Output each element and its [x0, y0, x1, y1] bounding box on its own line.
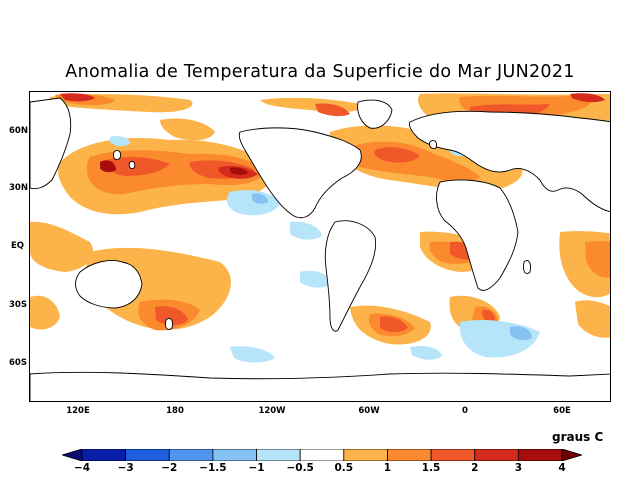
colorbar-bin — [387, 449, 432, 461]
colorbar-tick-label: 0.5 — [334, 462, 354, 474]
colorbar-bin — [256, 449, 301, 461]
lon-label-60e: 60E — [553, 406, 571, 416]
colorbar-tick-label: −1 — [248, 462, 265, 474]
colorbar-tick-label: 3 — [514, 462, 523, 474]
colorbar-tick-label: 2 — [471, 462, 479, 474]
colorbar — [62, 449, 582, 461]
lon-label-180: 180 — [166, 406, 184, 416]
colorbar-bin — [299, 449, 345, 461]
cool-anomaly-mid — [252, 193, 532, 341]
lat-label-30s: 30S — [9, 300, 27, 310]
lat-label-60n: 60N — [9, 126, 28, 136]
colorbar-tick-label: −2 — [161, 462, 178, 474]
colorbar-bin — [474, 449, 519, 461]
map-canvas — [30, 93, 610, 401]
colorbar-bin — [430, 449, 476, 461]
colorbar-bin — [517, 449, 563, 461]
map-title: Anomalia de Temperatura da Superficie do… — [65, 62, 575, 82]
lon-label-120w: 120W — [258, 406, 286, 416]
colorbar-tick-label: −3 — [117, 462, 134, 474]
sst-anomaly-map — [29, 91, 611, 402]
lat-label-eq: EQ — [11, 241, 25, 251]
colorbar-low-end — [62, 449, 83, 461]
colorbar-tick-label: 1 — [383, 462, 392, 474]
lat-label-60s: 60S — [9, 358, 27, 368]
colorbar-bin — [343, 449, 388, 461]
lon-label-120e: 120E — [66, 406, 90, 416]
colorbar-bin — [81, 449, 127, 461]
colorbar-tick-label: −1.5 — [199, 462, 227, 474]
coastlines — [30, 97, 610, 401]
colorbar-bin — [168, 449, 214, 461]
units-label: graus C — [552, 430, 604, 444]
lat-label-30n: 30N — [9, 183, 28, 193]
lon-label-60w: 60W — [358, 406, 380, 416]
colorbar-high-end — [561, 449, 582, 461]
colorbar-tick-label: 4 — [558, 462, 566, 474]
colorbar-tick-label: 1.5 — [421, 462, 441, 474]
lon-label-0: 0 — [462, 406, 468, 416]
colorbar-tick-label: −0.5 — [286, 462, 314, 474]
colorbar-bin — [125, 449, 170, 461]
colorbar-bin — [212, 449, 257, 461]
colorbar-tick-label: −4 — [73, 462, 91, 474]
